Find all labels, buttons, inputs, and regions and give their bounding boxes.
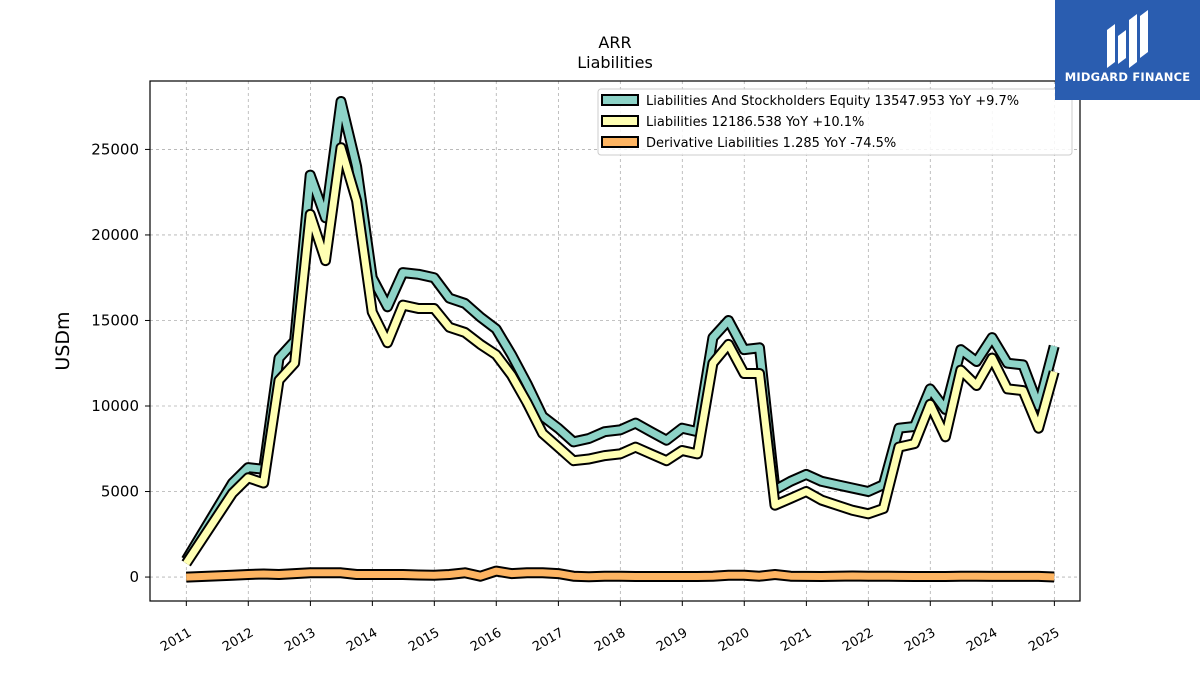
y-tick-label: 15000: [91, 311, 139, 329]
x-tick-label: 2012: [220, 625, 256, 655]
x-tick-label: 2016: [468, 625, 504, 655]
x-tick-label: 2018: [592, 625, 628, 655]
brand-name: MIDGARD FINANCE: [1064, 70, 1191, 84]
x-tick-label: 2022: [840, 625, 876, 655]
y-tick-label: 0: [129, 568, 139, 586]
x-tick-label: 2023: [902, 625, 938, 655]
series-line-0: [183, 98, 1058, 562]
y-tick-label: 5000: [101, 483, 139, 501]
x-tick-label: 2025: [1026, 625, 1062, 655]
plot-frame: [149, 80, 1081, 602]
x-tick-label: 2014: [344, 625, 380, 655]
legend-swatch-2: [601, 136, 639, 148]
brand-mark-icon: [1107, 10, 1148, 68]
brand-logo: MIDGARD FINANCE: [1055, 0, 1200, 100]
legend-entry-1: Liabilities 12186.538 YoY +10.1%: [646, 115, 864, 130]
x-tick-label: 2019: [654, 625, 690, 655]
legend-entry-0: Liabilities And Stockholders Equity 1354…: [646, 94, 1019, 109]
x-tick-label: 2017: [530, 625, 566, 655]
legend-box: [597, 88, 1073, 156]
ticks: 0 5000 10000 15000 20000 25000 2011 2012 2013 201…: [91, 140, 1062, 655]
x-tick-label: 2024: [964, 625, 1000, 655]
x-tick-label: 2015: [406, 625, 442, 655]
chart-title: ARR: [598, 33, 631, 52]
legend-swatch-0: [601, 94, 639, 106]
x-tick-label: 2020: [716, 625, 752, 655]
legend: Liabilities And Stockholders Equity 1354…: [597, 88, 1073, 156]
y-axis-label: USDm: [52, 311, 74, 370]
y-tick-label: 20000: [91, 226, 139, 244]
x-tick-label: 2013: [282, 625, 318, 655]
x-tick-label: 2011: [158, 625, 194, 655]
x-tick-label: 2021: [778, 625, 814, 655]
series-layer: [181, 96, 1060, 583]
y-tick-label: 25000: [91, 140, 139, 158]
legend-entry-2: Derivative Liabilities 1.285 YoY -74.5%: [646, 136, 896, 151]
legend-swatch-1: [601, 115, 639, 127]
series-line-2: [186, 567, 1055, 581]
series-line-1: [183, 144, 1058, 566]
y-tick-label: 10000: [91, 397, 139, 415]
chart-subtitle: Liabilities: [577, 53, 653, 72]
